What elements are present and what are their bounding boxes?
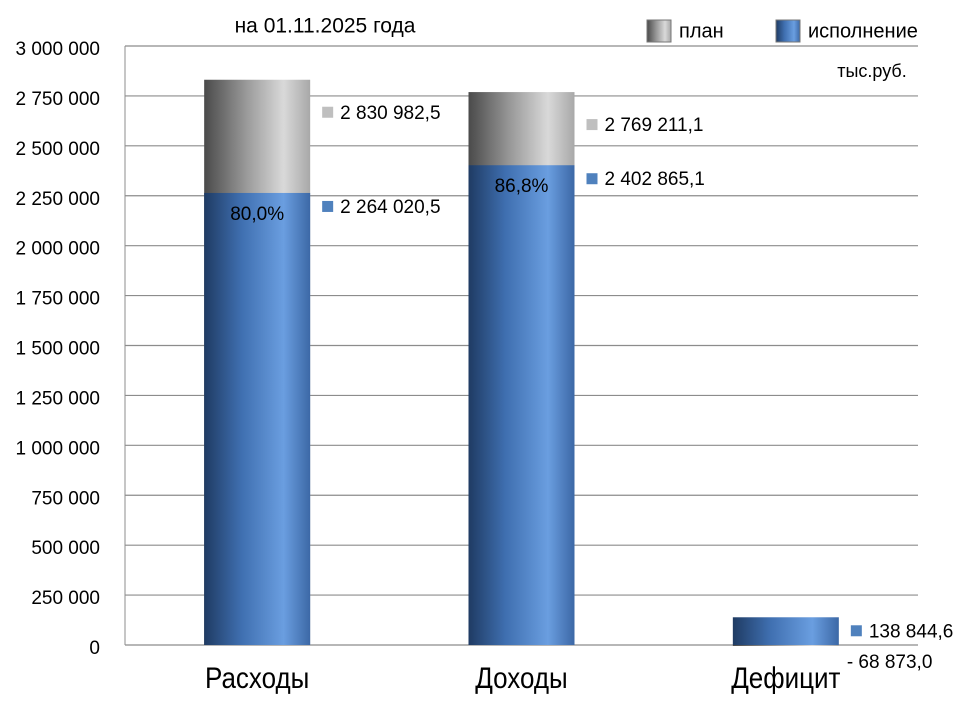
value-label: 2 264 020,5 — [340, 197, 440, 218]
y-tick-label: 1 250 000 — [15, 388, 100, 409]
y-tick-label: 2 250 000 — [15, 189, 100, 210]
bar — [468, 165, 575, 645]
legend-swatch — [775, 19, 801, 43]
value-label: 2 402 865,1 — [605, 169, 705, 190]
y-tick-label: 3 000 000 — [15, 39, 100, 60]
y-tick-label: 500 000 — [31, 538, 100, 559]
legend-label: план — [679, 20, 724, 42]
y-tick-label: 0 — [89, 638, 100, 659]
label-marker — [322, 106, 334, 118]
x-tick-label: Расходы — [205, 661, 309, 694]
bar — [732, 617, 839, 645]
legend-label: исполнение — [808, 20, 918, 42]
y-tick-label: 1 500 000 — [15, 339, 100, 360]
plot-area — [204, 79, 839, 646]
bar — [732, 645, 839, 646]
units: тыс.руб. — [837, 61, 907, 81]
label-marker — [586, 119, 598, 131]
percent-label: 80,0% — [230, 204, 284, 225]
value-label: 138 844,6 — [869, 621, 954, 642]
value-label: - 68 873,0 — [847, 652, 933, 673]
legend-swatch — [646, 19, 672, 43]
y-tick-label: 2 750 000 — [15, 89, 100, 110]
value-label: 2 830 982,5 — [340, 103, 440, 124]
label-marker — [322, 200, 334, 212]
y-tick-label: 1 750 000 — [15, 289, 100, 310]
y-tick-label: 750 000 — [31, 488, 100, 509]
y-tick-label: 2 500 000 — [15, 139, 100, 160]
percent-label: 86,8% — [495, 176, 549, 197]
value-label: 2 769 211,1 — [605, 115, 704, 136]
label-marker — [586, 173, 598, 185]
x-tick-label: Дефицит — [731, 661, 840, 694]
bar — [204, 192, 311, 646]
y-tick-label: 1 000 000 — [15, 438, 100, 459]
x-tick-label: Доходы — [475, 661, 567, 694]
y-tick-label: 250 000 — [31, 588, 100, 609]
y-tick-label: 2 000 000 — [15, 239, 100, 260]
label-marker — [850, 625, 862, 637]
subtitle: на 01.11.2025 года — [235, 15, 416, 38]
